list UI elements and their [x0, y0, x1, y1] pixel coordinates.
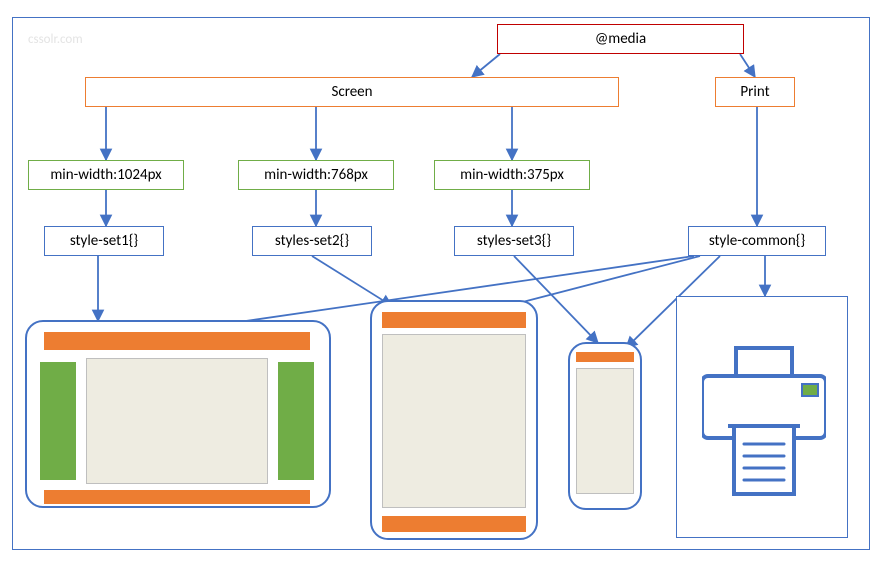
print-label: Print [740, 83, 769, 101]
content-area [576, 368, 634, 494]
media-node: @media [497, 24, 744, 54]
min1024-label: min-width:1024px [50, 166, 161, 184]
stylecommon-node: style-common{} [688, 226, 826, 256]
ss1-label: style-set1{} [70, 232, 138, 250]
styleset1-node: style-set1{} [44, 226, 164, 256]
screen-node: Screen [85, 77, 619, 107]
printer-icon [702, 344, 826, 504]
layout-bar [576, 352, 634, 362]
sc-label: style-common{} [709, 232, 805, 250]
styleset3-node: styles-set3{} [454, 226, 574, 256]
min768-label: min-width:768px [264, 166, 368, 184]
min1024-node: min-width:1024px [28, 160, 184, 190]
layout-bar [40, 362, 76, 480]
ss2-label: styles-set2{} [275, 232, 349, 250]
ss3-label: styles-set3{} [477, 232, 551, 250]
layout-bar [44, 490, 310, 504]
layout-bar [44, 332, 310, 350]
styleset2-node: styles-set2{} [252, 226, 372, 256]
layout-bar [278, 362, 314, 480]
content-area [86, 358, 268, 484]
min375-label: min-width:375px [460, 166, 564, 184]
min768-node: min-width:768px [238, 160, 394, 190]
layout-bar [382, 312, 526, 328]
content-area [382, 334, 526, 508]
layout-bar [382, 516, 526, 532]
screen-label: Screen [331, 83, 372, 101]
watermark: cssolr.com [28, 32, 83, 47]
min375-node: min-width:375px [434, 160, 590, 190]
media-label: @media [595, 30, 646, 48]
diagram-canvas: cssolr.com @media Screen Print min-width… [0, 0, 882, 567]
print-node: Print [715, 77, 795, 107]
